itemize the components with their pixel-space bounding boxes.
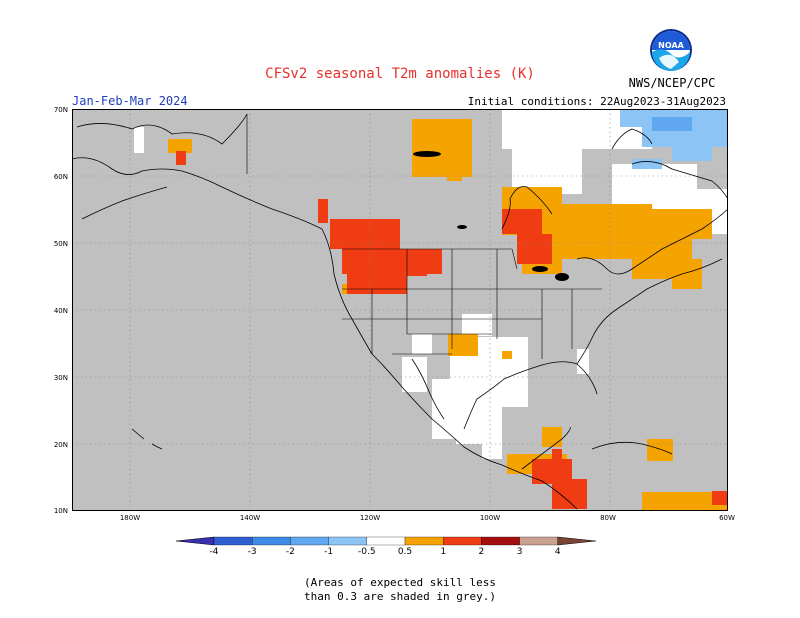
colorbar-segment (290, 536, 329, 546)
colorbar-label: -4 (209, 547, 219, 557)
colorbar-segments (176, 536, 596, 546)
warm-anomaly-orange (168, 119, 728, 511)
logo-text: NOAA (658, 41, 684, 50)
lat-label: 40N (53, 307, 68, 315)
colorbar-segment (252, 536, 291, 546)
colorbar (176, 536, 596, 546)
lat-label: 10N (53, 507, 68, 515)
initial-conditions: Initial conditions: 22Aug2023-31Aug2023 (467, 95, 726, 108)
colorbar-arrow-right (557, 536, 596, 546)
colorbar-label: 1 (440, 547, 447, 557)
colorbar-segment (404, 536, 444, 546)
colorbar-label: 3 (516, 547, 523, 557)
cold-anomaly-region (620, 109, 728, 169)
colorbar-segment (481, 536, 520, 546)
lat-label: 30N (53, 374, 68, 382)
anomaly-map (72, 109, 728, 511)
lat-label: 20N (53, 441, 68, 449)
map-frame (72, 109, 728, 511)
colorbar-label: -1 (324, 547, 334, 557)
lon-label: 180W (119, 514, 141, 522)
colorbar-label: -3 (247, 547, 257, 557)
lon-label: 140W (239, 514, 261, 522)
map-title: CFSv2 seasonal T2m anomalies (K) (265, 66, 535, 82)
forecast-period: Jan-Feb-Mar 2024 (72, 94, 188, 108)
noaa-logo-icon: NOAA (650, 29, 692, 71)
lon-label: 120W (359, 514, 381, 522)
colorbar-arrow-left (176, 536, 215, 546)
graticule (72, 109, 728, 511)
skill-note: (Areas of expected skill less than 0.3 a… (0, 576, 800, 604)
colorbar-segment (519, 536, 558, 546)
colorbar-segment (213, 536, 253, 546)
lon-label: 60W (719, 514, 735, 522)
colorbar-label: 0.5 (397, 547, 413, 557)
lon-label: 80W (600, 514, 616, 522)
skill-note-line1: (Areas of expected skill less (303, 576, 497, 589)
colorbar-segment (443, 536, 482, 546)
lat-label: 50N (53, 240, 68, 248)
coastlines (72, 113, 728, 510)
colorbar-label: -2 (285, 547, 295, 557)
political-borders (246, 114, 602, 359)
colorbar-segment (366, 536, 406, 546)
near-normal-regions (134, 109, 727, 459)
skill-note-line2: than 0.3 are shaded in grey.) (303, 590, 497, 603)
colorbar-label: 2 (478, 547, 485, 557)
colorbar-label: -0.5 (358, 547, 376, 557)
colorbar-label: 4 (554, 547, 561, 557)
colorbar-segment (328, 536, 367, 546)
lon-label: 100W (479, 514, 501, 522)
lat-label: 70N (53, 106, 68, 114)
lat-label: 60N (53, 173, 68, 181)
agency-label: NWS/NCEP/CPC (628, 76, 716, 90)
lakes (413, 151, 569, 281)
